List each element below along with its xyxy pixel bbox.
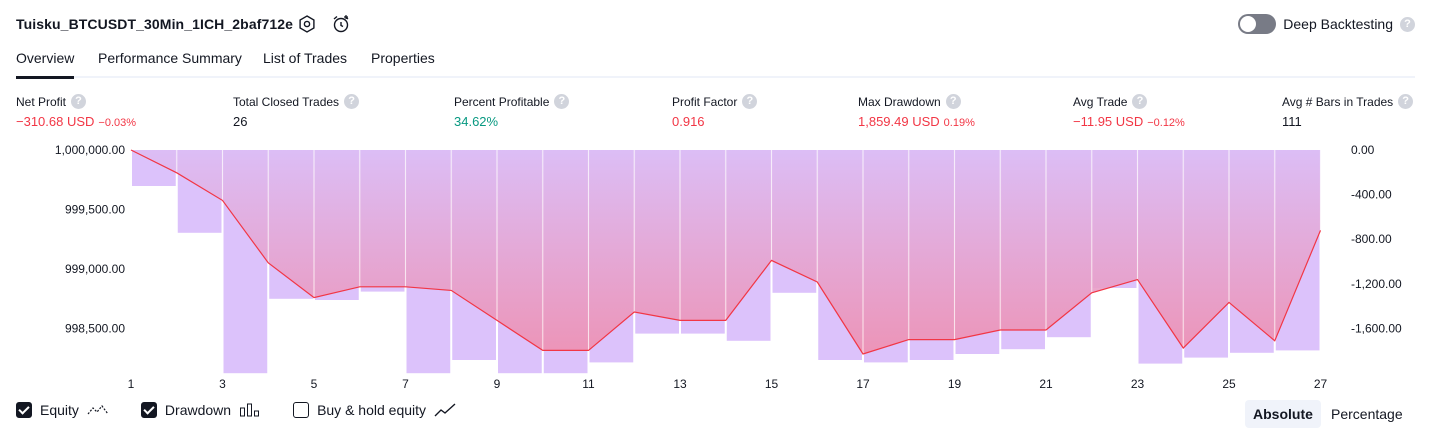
buy-hold-checkbox[interactable]: [293, 402, 310, 418]
metric-value: −11.95 USD: [1073, 114, 1144, 129]
help-icon[interactable]: ?: [71, 94, 87, 109]
drawdown-checkbox[interactable]: [140, 402, 157, 418]
metric-0: Net Profit? −310.68 USD −0.03%: [16, 94, 136, 129]
metric-value: 26: [233, 114, 248, 129]
legend-buy-hold[interactable]: Buy & hold equity: [293, 402, 456, 418]
trade-number-label: 25: [1222, 377, 1236, 391]
tab-list-of-trades[interactable]: List of Trades: [263, 50, 348, 66]
trade-number-label: 9: [494, 377, 501, 391]
legend-drawdown[interactable]: Drawdown: [140, 402, 261, 418]
strategy-title: Tuisku_BTCUSDT_30Min_1ICH_2baf712e: [16, 16, 294, 32]
metric-value: 0.916: [672, 114, 705, 129]
deep-backtesting-control: Deep Backtesting ?: [1238, 14, 1415, 34]
tab-properties[interactable]: Properties: [371, 50, 435, 66]
buy-hold-line-icon: [434, 403, 456, 417]
trade-number-label: 7: [402, 377, 409, 391]
trade-number-label: 11: [582, 377, 595, 391]
report-tabs: Overview Performance Summary List of Tra…: [16, 46, 1415, 79]
equity-drawdown-chart: 1,000,000.00 999,500.00 999,000.00 998,500.…: [55, 143, 1402, 391]
drawdown-axis-label: -400.00: [1351, 188, 1392, 202]
drawdown-axis-label: 0.00: [1351, 143, 1375, 157]
deep-backtesting-label: Deep Backtesting: [1283, 16, 1393, 32]
metric-4: Max Drawdown? 1,859.49 USD 0.19%: [858, 94, 975, 129]
metric-label: Avg Trade: [1073, 94, 1128, 109]
metric-label: Total Closed Trades: [233, 94, 340, 109]
absolute-mode-button[interactable]: Absolute: [1245, 400, 1321, 428]
equity-line: [130, 149, 1322, 355]
trade-number-label: 27: [1314, 377, 1328, 391]
metric-label: Net Profit: [16, 94, 67, 109]
equity-line-icon: [87, 405, 109, 415]
metric-label: Avg # Bars in Trades: [1282, 94, 1394, 109]
report-header: Tuisku_BTCUSDT_30Min_1ICH_2baf712e Deep …: [16, 12, 1415, 38]
metric-1: Total Closed Trades? 26: [233, 94, 360, 129]
trade-number-label: 3: [219, 377, 226, 391]
legend-drawdown-label: Drawdown: [164, 402, 232, 418]
metric-6: Avg # Bars in Trades? 111: [1282, 94, 1414, 129]
equity-axis-label: 1,000,000.00: [55, 143, 125, 157]
metric-2: Percent Profitable? 34.62%: [454, 94, 570, 129]
help-icon[interactable]: ?: [742, 94, 758, 109]
drawdown-axis-label: -800.00: [1351, 232, 1392, 246]
metric-percent: −0.03%: [98, 117, 137, 129]
add-alert-icon[interactable]: [330, 13, 352, 35]
trade-number-label: 17: [856, 377, 870, 391]
legend-buy-hold-label: Buy & hold equity: [317, 402, 427, 418]
help-icon[interactable]: ?: [1132, 94, 1148, 109]
chart-legend: Equity Drawdown Buy & hold equity: [16, 402, 488, 418]
settings-icon[interactable]: [296, 13, 318, 35]
trade-number-label: 5: [311, 377, 318, 391]
trade-number-label: 1: [128, 377, 135, 391]
drawdown-bars-icon: [240, 403, 260, 417]
help-icon[interactable]: ?: [1398, 94, 1414, 109]
metric-percent: −0.12%: [1147, 117, 1185, 129]
equity-axis-label: 999,500.00: [65, 203, 125, 217]
metric-label: Max Drawdown: [858, 94, 941, 109]
legend-equity-label: Equity: [40, 402, 79, 418]
metric-label: Profit Factor: [672, 94, 738, 109]
metric-value: 1,859.49 USD: [858, 114, 940, 129]
trade-number-label: 13: [673, 377, 687, 391]
trade-number-label: 23: [1131, 377, 1145, 391]
help-icon[interactable]: ?: [1400, 16, 1415, 32]
trade-number-label: 15: [765, 377, 779, 391]
equity-axis-label: 998,500.00: [65, 322, 125, 336]
metric-3: Profit Factor? 0.916: [672, 94, 758, 129]
metric-label: Percent Profitable: [454, 94, 550, 109]
equity-checkbox[interactable]: [16, 402, 32, 418]
help-icon[interactable]: ?: [554, 94, 570, 109]
trade-number-label: 21: [1039, 377, 1053, 391]
help-icon[interactable]: ?: [945, 94, 961, 109]
metric-5: Avg Trade? −11.95 USD −0.12%: [1073, 94, 1185, 129]
help-icon[interactable]: ?: [344, 94, 360, 109]
deep-backtesting-toggle[interactable]: [1238, 14, 1277, 34]
metric-percent: 0.19%: [943, 117, 975, 129]
metric-value: −310.68 USD: [16, 114, 95, 129]
drawdown-axis-label: -1,200.00: [1351, 277, 1402, 291]
percentage-mode-button[interactable]: Percentage: [1331, 406, 1403, 422]
metric-value: 111: [1282, 114, 1302, 129]
trade-number-label: 19: [948, 377, 962, 391]
drawdown-axis-label: -1,600.00: [1351, 321, 1402, 335]
tab-overview[interactable]: Overview: [16, 50, 75, 79]
tab-performance-summary[interactable]: Performance Summary: [98, 50, 242, 66]
equity-axis-label: 999,000.00: [65, 262, 125, 276]
legend-equity[interactable]: Equity: [16, 402, 109, 418]
metric-value: 34.62%: [454, 114, 499, 129]
